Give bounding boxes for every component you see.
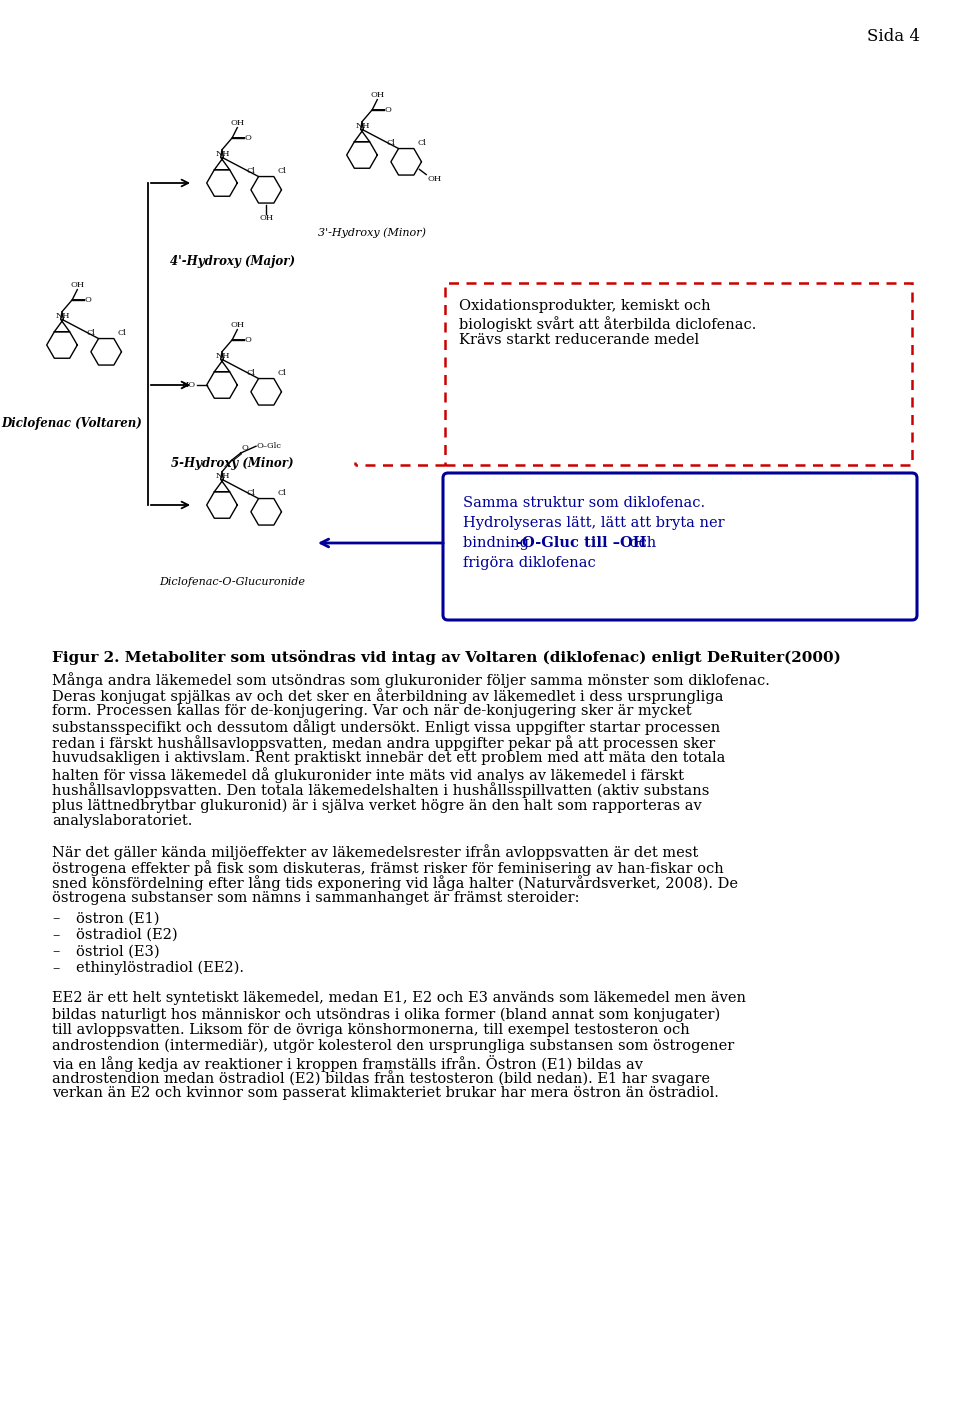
Text: O: O (242, 444, 249, 452)
Text: O: O (385, 106, 392, 114)
Text: OH: OH (230, 321, 245, 328)
Text: form. Processen kallas för de-konjugering. Var och när de-konjugering sker är my: form. Processen kallas för de-konjugerin… (52, 704, 691, 718)
Text: NH: NH (215, 472, 230, 481)
Text: -O-Gluc till –OH: -O-Gluc till –OH (516, 537, 647, 549)
Text: Samma struktur som diklofenac.: Samma struktur som diklofenac. (463, 497, 706, 509)
Text: Krävs starkt reducerande medel: Krävs starkt reducerande medel (459, 332, 699, 347)
FancyBboxPatch shape (445, 283, 912, 465)
Text: OH: OH (371, 91, 384, 98)
Text: Diclofenac-O-Glucuronide: Diclofenac-O-Glucuronide (159, 577, 305, 586)
Text: androstendion (intermediär), utgör kolesterol den ursprungliga substansen som ös: androstendion (intermediär), utgör koles… (52, 1039, 734, 1053)
Text: Cl: Cl (246, 368, 255, 377)
Text: EE2 är ett helt syntetiskt läkemedel, medan E1, E2 och E3 används som läkemedel : EE2 är ett helt syntetiskt läkemedel, me… (52, 992, 746, 1006)
Text: –: – (52, 928, 60, 942)
Text: till avloppsvatten. Liksom för de övriga könshormonerna, till exempel testostero: till avloppsvatten. Liksom för de övriga… (52, 1023, 689, 1037)
Text: redan i färskt hushållsavloppsvatten, medan andra uppgifter pekar på att process: redan i färskt hushållsavloppsvatten, me… (52, 735, 715, 751)
Text: När det gäller kända miljöeffekter av läkemedelsrester ifrån avloppsvatten är de: När det gäller kända miljöeffekter av lä… (52, 843, 698, 860)
Text: OH: OH (427, 176, 442, 184)
Text: Deras konjugat spjälkas av och det sker en återbildning av läkemedlet i dess urs: Deras konjugat spjälkas av och det sker … (52, 688, 724, 704)
Text: 3'-Hydroxy (Minor): 3'-Hydroxy (Minor) (318, 227, 426, 237)
Text: O: O (84, 295, 92, 304)
Text: ethinylöstradiol (EE2).: ethinylöstradiol (EE2). (76, 960, 244, 975)
Text: –: – (52, 960, 60, 975)
Text: 4'-Hydroxy (Major): 4'-Hydroxy (Major) (170, 255, 295, 268)
Text: Cl: Cl (386, 138, 396, 147)
Text: Figur 2. Metaboliter som utsöndras vid intag av Voltaren (diklofenac) enligt DeR: Figur 2. Metaboliter som utsöndras vid i… (52, 651, 841, 665)
Text: bindning: bindning (463, 537, 534, 549)
Text: androstendion medan östradiol (E2) bildas från testosteron (bild nedan). E1 har : androstendion medan östradiol (E2) bilda… (52, 1070, 710, 1086)
Text: östrogena effekter på fisk som diskuteras, främst risker för feminisering av han: östrogena effekter på fisk som diskutera… (52, 860, 724, 876)
Text: Cl: Cl (86, 328, 95, 337)
Text: analyslaboratoriet.: analyslaboratoriet. (52, 815, 192, 828)
Text: östrogena substanser som nämns i sammanhanget är främst steroider:: östrogena substanser som nämns i sammanh… (52, 892, 580, 905)
Text: halten för vissa läkemedel då glukuronider inte mäts vid analys av läkemedel i f: halten för vissa läkemedel då glukuronid… (52, 766, 684, 782)
Text: OH: OH (230, 118, 245, 127)
Text: Hydrolyseras lätt, lätt att bryta ner: Hydrolyseras lätt, lätt att bryta ner (463, 517, 725, 529)
Text: NH: NH (215, 150, 230, 158)
Text: OH: OH (70, 281, 84, 288)
Text: NH: NH (215, 352, 230, 361)
Text: O–Glc: O–Glc (257, 442, 282, 451)
Text: Cl: Cl (418, 138, 426, 147)
Text: Cl: Cl (277, 167, 286, 176)
Text: biologiskt svårt att återbilda diclofenac.: biologiskt svårt att återbilda diclofena… (459, 315, 756, 332)
Text: Cl: Cl (277, 368, 286, 377)
Text: Cl: Cl (277, 489, 286, 497)
Text: HO: HO (181, 381, 196, 390)
Text: östron (E1): östron (E1) (76, 912, 159, 925)
Text: –: – (52, 945, 60, 959)
Text: huvudsakligen i aktivslam. Rent praktiskt innebär det ett problem med att mäta d: huvudsakligen i aktivslam. Rent praktisk… (52, 751, 726, 765)
Text: Många andra läkemedel som utsöndras som glukuronider följer samma mönster som di: Många andra läkemedel som utsöndras som … (52, 672, 770, 688)
Text: O: O (245, 134, 252, 141)
Text: OH: OH (259, 214, 274, 223)
Text: hushållsavloppsvatten. Den totala läkemedelshalten i hushållsspillvatten (aktiv : hushållsavloppsvatten. Den totala läkeme… (52, 782, 709, 799)
Text: Sida 4: Sida 4 (867, 29, 920, 46)
Text: verkan än E2 och kvinnor som passerat klimakteriet brukar har mera östron än öst: verkan än E2 och kvinnor som passerat kl… (52, 1086, 719, 1100)
Text: Cl: Cl (117, 328, 127, 337)
Text: O: O (245, 335, 252, 344)
Text: Oxidationsprodukter, kemiskt och: Oxidationsprodukter, kemiskt och (459, 300, 710, 313)
Text: sned könsfördelning efter lång tids exponering vid låga halter (Naturvårdsverket: sned könsfördelning efter lång tids expo… (52, 876, 738, 892)
Text: frigöra diklofenac: frigöra diklofenac (463, 557, 596, 569)
Text: substansspecifikt och dessutom dåligt undersökt. Enligt vissa uppgifter startar : substansspecifikt och dessutom dåligt un… (52, 719, 720, 735)
Text: NH: NH (355, 123, 370, 130)
Text: Cl: Cl (246, 489, 255, 497)
Text: och: och (625, 537, 656, 549)
Text: Diclofenac (Voltaren): Diclofenac (Voltaren) (2, 417, 142, 430)
Text: –: – (52, 912, 60, 925)
Text: östriol (E3): östriol (E3) (76, 945, 159, 959)
FancyBboxPatch shape (443, 472, 917, 619)
Text: via en lång kedja av reaktioner i kroppen framställs ifrån. Östron (E1) bildas a: via en lång kedja av reaktioner i kroppe… (52, 1055, 643, 1072)
Text: bildas naturligt hos människor och utsöndras i olika former (bland annat som kon: bildas naturligt hos människor och utsön… (52, 1007, 720, 1022)
Text: 5-Hydroxy (Minor): 5-Hydroxy (Minor) (171, 457, 293, 469)
Text: östradiol (E2): östradiol (E2) (76, 928, 178, 942)
Text: plus lättnedbrytbar glukuronid) är i själva verket högre än den halt som rapport: plus lättnedbrytbar glukuronid) är i sjä… (52, 798, 702, 813)
Text: Cl: Cl (246, 167, 255, 176)
Text: NH: NH (56, 313, 70, 321)
